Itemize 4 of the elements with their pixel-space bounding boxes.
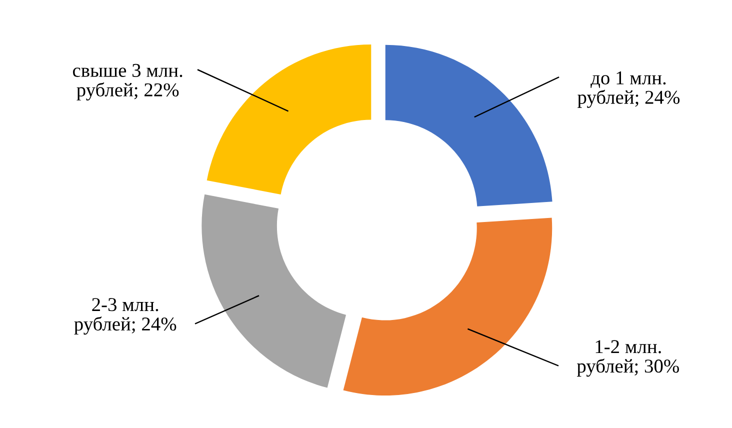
slice-label: свыше 3 млн. рублей; 22% xyxy=(72,64,182,100)
slice-label: 1-2 млн. рублей; 30% xyxy=(576,340,679,377)
slice-label: 2-3 млн. рублей; 24% xyxy=(74,298,176,335)
slice-label: до 1 млн. рублей; 24% xyxy=(578,71,680,108)
